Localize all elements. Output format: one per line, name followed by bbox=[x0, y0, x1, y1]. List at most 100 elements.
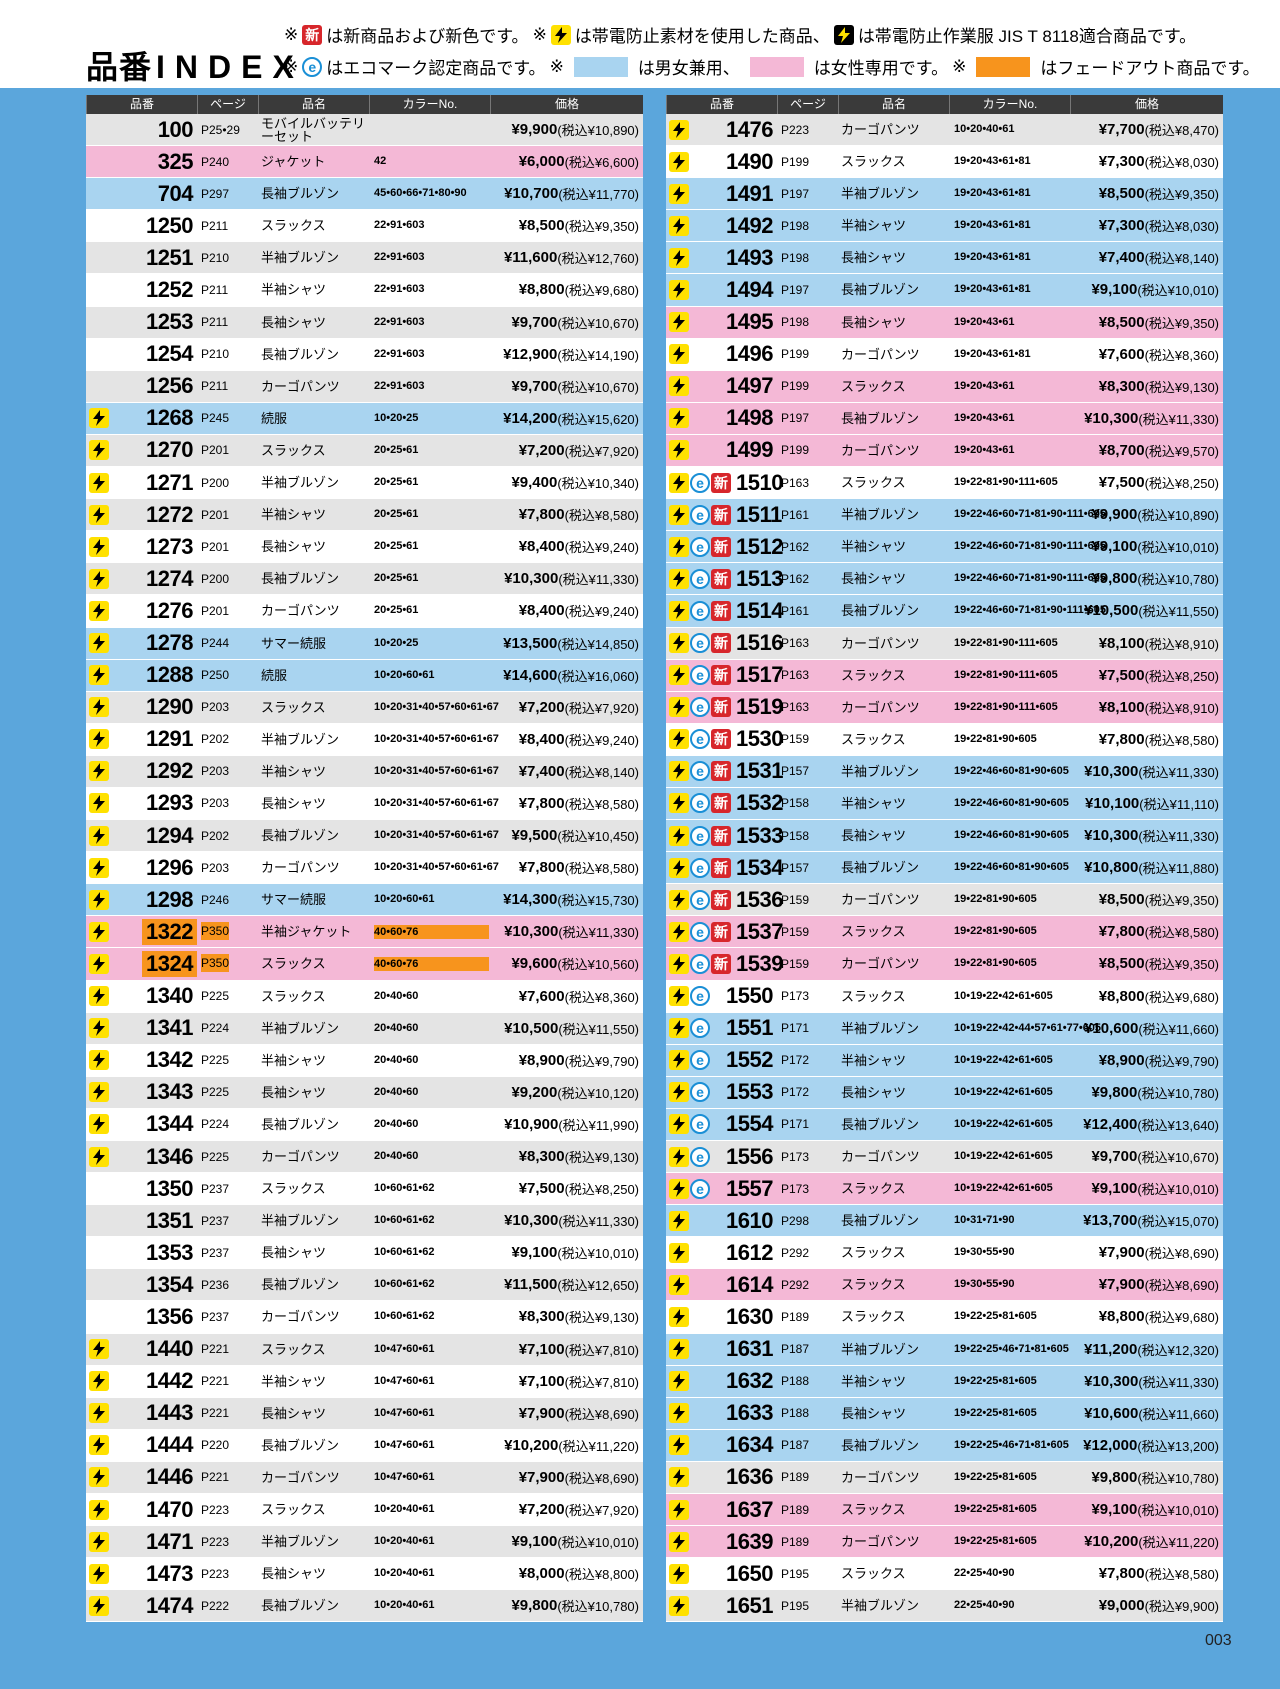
notes: ※ 新 は新商品および新色です。 ※ は帯電防止素材を使用した商品、 は帯電防止… bbox=[284, 22, 1196, 47]
item-number: 1346 bbox=[146, 1143, 193, 1169]
price: ¥7,800 bbox=[518, 506, 565, 524]
table-row: 100 P25•29 モバイルバッテリーセット ¥9,900 (税込¥10,890) bbox=[86, 114, 643, 147]
colors: 10•31•71•90 bbox=[954, 1214, 1015, 1227]
number-cell: e 1557 bbox=[666, 1173, 777, 1204]
colors: 19•20•43•61 bbox=[954, 443, 1015, 456]
price: ¥10,200 bbox=[504, 1436, 559, 1454]
item-number: 1254 bbox=[146, 341, 193, 367]
price-tax: (税込¥10,890) bbox=[1137, 508, 1219, 524]
item-number: 1512 bbox=[736, 533, 783, 559]
eco-icon: e bbox=[690, 697, 710, 718]
price-tax: (税込¥9,240) bbox=[564, 732, 639, 748]
price-tax: (税込¥11,330) bbox=[558, 572, 639, 588]
price: ¥8,700 bbox=[1098, 441, 1145, 459]
page-ref: P245 bbox=[201, 411, 230, 426]
price-cell: ¥8,500 (税込¥9,350) bbox=[1070, 884, 1223, 915]
bolt-icon bbox=[669, 1210, 689, 1231]
price-tax: (税込¥10,780) bbox=[557, 1599, 639, 1615]
bolt-icon bbox=[89, 633, 109, 653]
table-row: e 新 1519 P163 カーゴパンツ 19•22•81•90•111•605 ¥8,10… bbox=[666, 691, 1223, 724]
page-ref: P158 bbox=[781, 828, 810, 843]
price-tax: (税込¥15,620) bbox=[557, 411, 639, 427]
price-tax: (税込¥14,850) bbox=[557, 636, 639, 652]
price-tax: (税込¥9,350) bbox=[564, 219, 639, 235]
price: ¥9,100 bbox=[1091, 281, 1138, 299]
table-row: 1491 P197 半袖ブルゾン 19•20•43•61•81 ¥8,500 (税込¥9,… bbox=[666, 178, 1223, 211]
bolt-icon bbox=[669, 697, 689, 718]
price-cell: ¥12,900 (税込¥14,190) bbox=[490, 339, 643, 370]
table-row: 1290 P203 スラックス 10•20•31•40•57•60•61•67 ¥7,2… bbox=[86, 691, 643, 724]
colors: 19•22•46•60•71•81•90•111•605 bbox=[954, 540, 1106, 553]
price-cell: ¥9,800 (税込¥10,780) bbox=[1070, 563, 1223, 594]
price-cell: ¥10,300 (税込¥11,330) bbox=[490, 916, 643, 947]
number-cell: 1354 bbox=[86, 1269, 197, 1300]
price: ¥7,800 bbox=[1098, 923, 1145, 941]
item-name: スラックス bbox=[841, 1181, 906, 1197]
price: ¥10,200 bbox=[1084, 1533, 1139, 1551]
bolt-icon bbox=[669, 504, 689, 525]
item-number: 1473 bbox=[146, 1560, 193, 1586]
table-row: 1292 P203 半袖シャツ 10•20•31•40•57•60•61•67 ¥7,4… bbox=[86, 755, 643, 788]
colors: 10•47•60•61 bbox=[374, 1438, 435, 1451]
table-row: 1493 P198 長袖シャツ 19•20•43•61•81 ¥7,400 (税込¥8,1… bbox=[666, 242, 1223, 275]
colors: 20•40•60 bbox=[374, 1021, 419, 1034]
price: ¥9,100 bbox=[1091, 538, 1138, 556]
table-row: 1499 P199 カーゴパンツ 19•20•43•61 ¥8,700 (税込¥9,570… bbox=[666, 434, 1223, 468]
price-tax: (税込¥9,680) bbox=[1144, 989, 1219, 1005]
note: は男女兼用、 bbox=[637, 59, 740, 78]
table-row: 1322 P350 半袖ジャケット 40•60•76 ¥10,300 (税込¥11,330… bbox=[86, 916, 643, 949]
colors: 19•20•43•61 bbox=[954, 315, 1015, 328]
colors: 10•20•40•61 bbox=[374, 1503, 435, 1516]
price-cell: ¥7,800 (税込¥8,580) bbox=[1070, 1558, 1223, 1589]
price: ¥7,200 bbox=[518, 441, 565, 459]
item-number: 1274 bbox=[146, 565, 193, 591]
number-cell: 1272 bbox=[86, 499, 197, 530]
item-number: 1273 bbox=[146, 533, 193, 559]
item-name: カーゴパンツ bbox=[261, 1469, 340, 1485]
item-name: 半袖シャツ bbox=[841, 218, 907, 234]
item-name: 長袖シャツ bbox=[261, 1405, 327, 1421]
number-cell: 1612 bbox=[666, 1237, 777, 1268]
colors: 20•25•61 bbox=[374, 508, 419, 521]
number-cell: 1614 bbox=[666, 1269, 777, 1300]
page-ref: P199 bbox=[781, 443, 810, 458]
page-ref: P211 bbox=[201, 379, 229, 394]
price: ¥10,300 bbox=[504, 570, 559, 588]
item-name: スラックス bbox=[841, 731, 906, 747]
table-row: 1356 P237 カーゴパンツ 10•60•61•62 ¥8,300 (税込¥9,130… bbox=[86, 1301, 643, 1334]
page-ref: P157 bbox=[781, 860, 810, 875]
bolt-icon bbox=[89, 600, 109, 621]
number-cell: e 新 1513 bbox=[666, 563, 783, 594]
number-cell: 1633 bbox=[666, 1398, 777, 1429]
colors: 22•91•603 bbox=[374, 379, 425, 392]
page-ref: P203 bbox=[201, 700, 230, 715]
price-tax: (税込¥16,060) bbox=[557, 668, 639, 684]
price-cell: ¥11,200 (税込¥12,320) bbox=[1070, 1334, 1223, 1365]
bolt-icon bbox=[669, 279, 689, 300]
number-cell: 1494 bbox=[666, 274, 777, 305]
colors: 10•60•61•62 bbox=[374, 1214, 435, 1227]
colors: 10•47•60•61 bbox=[374, 1374, 435, 1387]
price-cell: ¥10,300 (税込¥11,330) bbox=[1070, 820, 1223, 851]
page-ref: P25•29 bbox=[201, 122, 240, 137]
page-ref: P173 bbox=[781, 989, 810, 1004]
price-cell: ¥9,900 (税込¥10,890) bbox=[1070, 499, 1223, 530]
colors: 10•20•60•61 bbox=[374, 893, 435, 906]
table-row: 1343 P225 長袖シャツ 20•40•60 ¥9,200 (税込¥10,120) bbox=[86, 1076, 643, 1109]
table-row: 1471 P223 半袖ブルゾン 10•20•40•61 ¥9,100 (税込¥10,01… bbox=[86, 1526, 643, 1559]
page-ref: P159 bbox=[781, 892, 810, 907]
bolt-icon bbox=[89, 1531, 109, 1552]
table-row: 325 P240 ジャケット 42 ¥6,000 (税込¥6,600) bbox=[86, 146, 643, 179]
page-ref: P297 bbox=[201, 186, 230, 201]
price-cell: ¥7,900 (税込¥8,690) bbox=[1070, 1269, 1223, 1300]
page-ref: P223 bbox=[201, 1534, 230, 1549]
price-tax: (税込¥8,250) bbox=[564, 1182, 639, 1198]
colors: 10•20•40•61 bbox=[374, 1535, 435, 1548]
bolt-icon bbox=[669, 1242, 689, 1263]
price-tax: (税込¥10,450) bbox=[557, 829, 639, 845]
number-cell: 1342 bbox=[86, 1045, 197, 1076]
price-cell: ¥9,100 (税込¥10,010) bbox=[1070, 274, 1223, 305]
number-cell: 1495 bbox=[666, 307, 777, 338]
number-cell: e 1550 bbox=[666, 981, 777, 1012]
colors: 10•19•22•42•44•57•61•77•605 bbox=[954, 1021, 1102, 1034]
